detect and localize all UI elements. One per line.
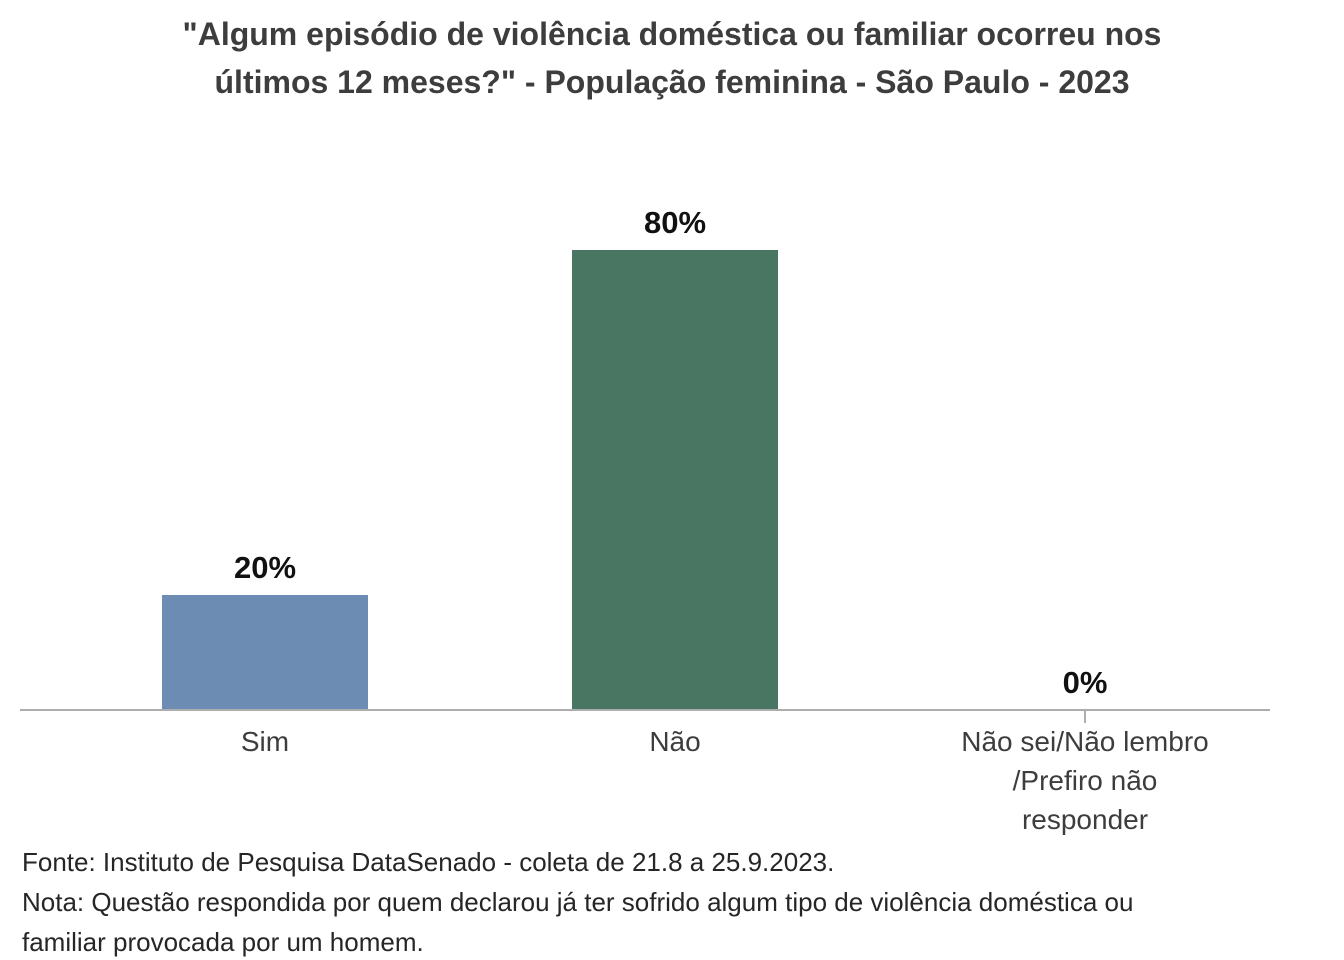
footer-source: Fonte: Instituto de Pesquisa DataSenado …: [22, 847, 835, 877]
bar-nao: [572, 250, 778, 710]
chart-title: "Algum episódio de violência doméstica o…: [182, 16, 1162, 100]
x-axis-label-text: Não: [649, 726, 701, 757]
bar-group-nao-sei: 0%: [880, 195, 1290, 710]
bar-group-sim: 20%: [60, 195, 470, 710]
bar-value-label: 20%: [233, 550, 297, 585]
chart-footer: Fonte: Instituto de Pesquisa DataSenado …: [22, 842, 1152, 960]
x-axis-label-text: Não sei/Não lembro /Prefiro não responde…: [961, 726, 1209, 835]
footer-note: Nota: Questão respondida por quem declar…: [22, 887, 1134, 957]
x-axis-label-text: Sim: [240, 726, 290, 757]
x-axis-line: [20, 709, 1270, 711]
x-axis-label-nao: Não: [470, 722, 880, 839]
x-axis-label-sim: Sim: [60, 722, 470, 839]
x-axis-label-nao-sei: Não sei/Não lembro /Prefiro não responde…: [880, 722, 1290, 839]
x-axis-labels: Sim Não Não sei/Não lembro /Prefiro não …: [60, 722, 1290, 839]
plot-area: 20% 80% 0%: [60, 195, 1290, 710]
bar-value-label: 0%: [1062, 665, 1108, 700]
bar-group-nao: 80%: [470, 195, 880, 710]
bar-value-label: 80%: [643, 205, 707, 240]
bar-sim: [162, 595, 368, 710]
x-axis-tick: [1084, 711, 1086, 723]
